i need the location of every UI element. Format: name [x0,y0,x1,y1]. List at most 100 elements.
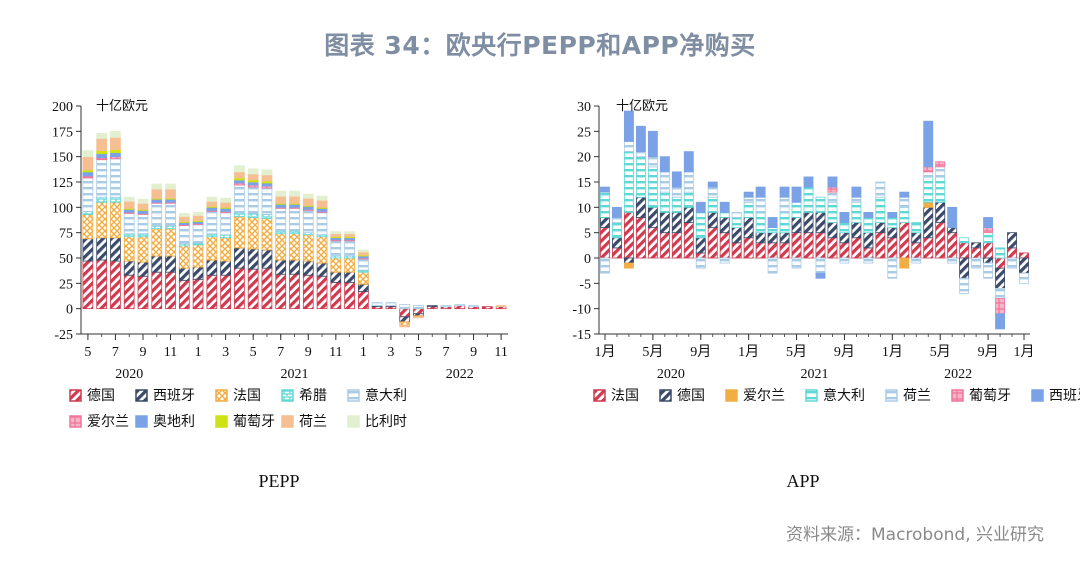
y-tick-label: -5 [579,277,591,292]
bar-segment [827,237,838,259]
bar-segment [206,259,218,276]
bar-segment [192,215,204,221]
bar-segment [743,196,754,203]
bar-segment [959,257,970,279]
bar-segment [851,237,862,259]
bar-segment [983,232,994,244]
bar-segment [82,238,94,262]
bar-segment [743,201,754,218]
bar-segment [1007,247,1017,259]
bar-segment [767,257,778,274]
bar-segment [671,186,682,198]
bar-segment [863,217,874,234]
bar-segment [220,234,231,239]
bar-segment [683,151,694,173]
legend-label: 荷兰 [903,388,931,404]
bar-segment [289,190,300,197]
bar-segment [137,214,149,235]
bar-segment [612,217,622,223]
bar-segment [695,257,706,269]
bar-segment [623,211,634,259]
bar-segment [192,266,204,280]
bar-segment [110,158,121,198]
x-tick-label: 3 [222,345,229,360]
bar-segment [851,222,862,239]
bar-segment [899,206,910,223]
bar-segment [911,222,922,234]
bar-segment [1019,252,1029,259]
bar-segment [659,232,670,259]
x-tick-label: 1月 [738,344,759,360]
bar-segment [839,211,850,223]
legend-label: 意大利 [823,387,865,404]
bar-segment [261,267,273,310]
bar-segment [165,202,176,226]
bar-segment [261,214,273,219]
bar-segment [110,201,121,239]
bar-segment [454,304,466,307]
y-tick-label: 25 [577,125,591,140]
bar-segment [137,202,149,210]
bar-segment [1019,257,1029,274]
bar-segment [82,150,94,158]
bar-segment [923,237,934,259]
bar-segment [289,195,300,204]
bar-segment [137,275,149,310]
bar-segment [247,168,259,175]
legend-swatch [593,389,606,402]
x-tick-label: 1月 [594,344,615,360]
bar-segment [707,186,718,198]
bar-segment [659,211,670,234]
x-tick-label: 3 [387,345,394,360]
bar-segment [947,206,958,228]
bar-segment [911,232,922,244]
y-tick-label: 15 [577,176,591,191]
bar-segment [612,237,622,249]
bar-segment [413,316,424,319]
bar-segment [220,260,231,276]
bar-segment [151,255,163,273]
bar-segment [330,257,342,273]
bar-segment [178,279,190,310]
bar-segment [275,273,287,310]
bar-segment [755,242,766,259]
bar-segment [995,247,1006,259]
bar-segment [803,211,814,234]
bar-segment [623,262,634,269]
bar-segment [923,201,934,208]
bar-segment [206,206,218,211]
bar-segment [481,306,493,310]
bar-segment [851,186,862,198]
bar-segment [151,188,163,199]
bar-segment [755,232,766,244]
bar-segment [289,203,300,208]
bar-segment [995,267,1006,289]
legend-label: 爱尔兰 [87,414,129,430]
bar-segment [803,186,814,213]
bar-segment [316,211,328,236]
legend-label: 意大利 [365,387,407,404]
bar-segment [206,236,218,261]
bar-segment [275,195,287,204]
bar-segment [358,251,369,256]
bar-segment [399,308,411,318]
x-tick-label: 5月 [786,344,807,360]
bar-segment [302,234,314,262]
bar-segment [234,179,245,184]
x-tick-label: 9 [470,345,477,360]
bar-segment [767,242,778,259]
bar-segment [971,257,982,269]
bar-segment [344,231,355,235]
bar-segment [220,207,231,212]
bar-segment [96,237,108,261]
bar-segment [385,302,397,307]
bar-segment [983,262,994,279]
legend-label: 希腊 [299,388,327,404]
bar-segment [671,232,682,259]
bar-segment [731,217,742,228]
bar-segment [234,267,245,310]
bar-segment [983,257,994,264]
bar-segment [123,196,135,202]
bar-segment [151,228,163,257]
bar-segment [330,240,342,257]
